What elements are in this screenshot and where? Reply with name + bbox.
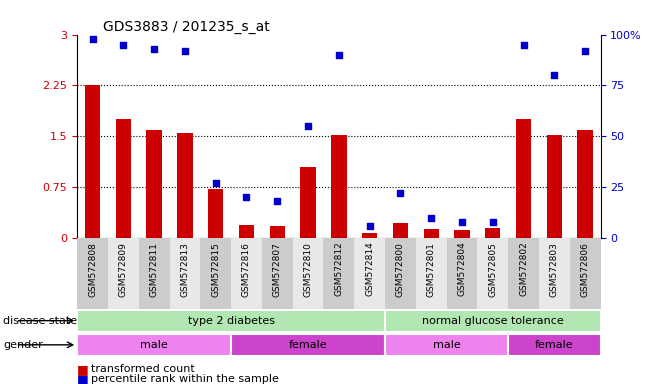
- Point: [549, 72, 560, 78]
- Bar: [454, 230, 470, 238]
- Bar: [362, 233, 377, 238]
- Point: [87, 36, 98, 42]
- Bar: [208, 189, 223, 238]
- Bar: [146, 129, 162, 238]
- Text: GSM572803: GSM572803: [550, 242, 559, 296]
- Text: male: male: [140, 340, 168, 350]
- Bar: [516, 119, 531, 238]
- Text: GSM572810: GSM572810: [303, 242, 313, 296]
- Bar: [231, 238, 262, 309]
- Text: GSM572805: GSM572805: [488, 242, 497, 296]
- Point: [426, 215, 437, 221]
- Point: [149, 46, 160, 52]
- Text: GSM572801: GSM572801: [427, 242, 435, 296]
- Bar: [508, 334, 601, 356]
- Text: GSM572815: GSM572815: [211, 242, 220, 296]
- Text: GSM572811: GSM572811: [150, 242, 158, 296]
- Bar: [170, 238, 201, 309]
- Text: GSM572802: GSM572802: [519, 242, 528, 296]
- Text: type 2 diabetes: type 2 diabetes: [188, 316, 274, 326]
- Bar: [293, 238, 323, 309]
- Text: male: male: [433, 340, 460, 350]
- Bar: [301, 167, 316, 238]
- Bar: [385, 238, 416, 309]
- Point: [118, 42, 129, 48]
- Point: [210, 180, 221, 186]
- Bar: [331, 135, 346, 238]
- Text: gender: gender: [3, 340, 43, 350]
- Bar: [77, 310, 385, 332]
- Text: GDS3883 / 201235_s_at: GDS3883 / 201235_s_at: [103, 20, 270, 33]
- Text: GSM572807: GSM572807: [273, 242, 282, 296]
- Bar: [447, 238, 477, 309]
- Text: GSM572813: GSM572813: [180, 242, 189, 296]
- Point: [457, 219, 468, 225]
- Point: [580, 48, 590, 54]
- Bar: [547, 135, 562, 238]
- Bar: [201, 238, 231, 309]
- Text: transformed count: transformed count: [91, 364, 195, 374]
- Bar: [393, 223, 408, 238]
- Point: [364, 223, 375, 229]
- Bar: [108, 238, 139, 309]
- Point: [180, 48, 191, 54]
- Bar: [485, 228, 501, 238]
- Point: [303, 123, 313, 129]
- Bar: [578, 129, 593, 238]
- Bar: [270, 226, 285, 238]
- Point: [241, 194, 252, 200]
- Text: GSM572800: GSM572800: [396, 242, 405, 296]
- Point: [518, 42, 529, 48]
- Point: [395, 190, 406, 196]
- Bar: [354, 238, 385, 309]
- Text: GSM572814: GSM572814: [365, 242, 374, 296]
- Text: normal glucose tolerance: normal glucose tolerance: [422, 316, 564, 326]
- Bar: [477, 238, 508, 309]
- Bar: [416, 238, 447, 309]
- Bar: [115, 119, 131, 238]
- Bar: [539, 238, 570, 309]
- Bar: [385, 310, 601, 332]
- Bar: [423, 228, 439, 238]
- Text: GSM572816: GSM572816: [242, 242, 251, 296]
- Text: GSM572809: GSM572809: [119, 242, 128, 296]
- Text: ■: ■: [77, 373, 89, 384]
- Bar: [262, 238, 293, 309]
- Text: percentile rank within the sample: percentile rank within the sample: [91, 374, 278, 384]
- Point: [272, 199, 282, 205]
- Text: disease state: disease state: [3, 316, 77, 326]
- Text: female: female: [289, 340, 327, 350]
- Point: [333, 52, 344, 58]
- Bar: [231, 334, 385, 356]
- Text: ■: ■: [77, 363, 89, 376]
- Bar: [177, 133, 193, 238]
- Bar: [570, 238, 601, 309]
- Bar: [85, 86, 100, 238]
- Bar: [239, 225, 254, 238]
- Bar: [139, 238, 170, 309]
- Text: GSM572812: GSM572812: [334, 242, 344, 296]
- Bar: [508, 238, 539, 309]
- Text: GSM572808: GSM572808: [88, 242, 97, 296]
- Text: GSM572804: GSM572804: [458, 242, 466, 296]
- Point: [487, 219, 498, 225]
- Bar: [77, 334, 231, 356]
- Text: GSM572806: GSM572806: [580, 242, 590, 296]
- Bar: [385, 334, 508, 356]
- Bar: [323, 238, 354, 309]
- Text: female: female: [535, 340, 574, 350]
- Bar: [77, 238, 108, 309]
